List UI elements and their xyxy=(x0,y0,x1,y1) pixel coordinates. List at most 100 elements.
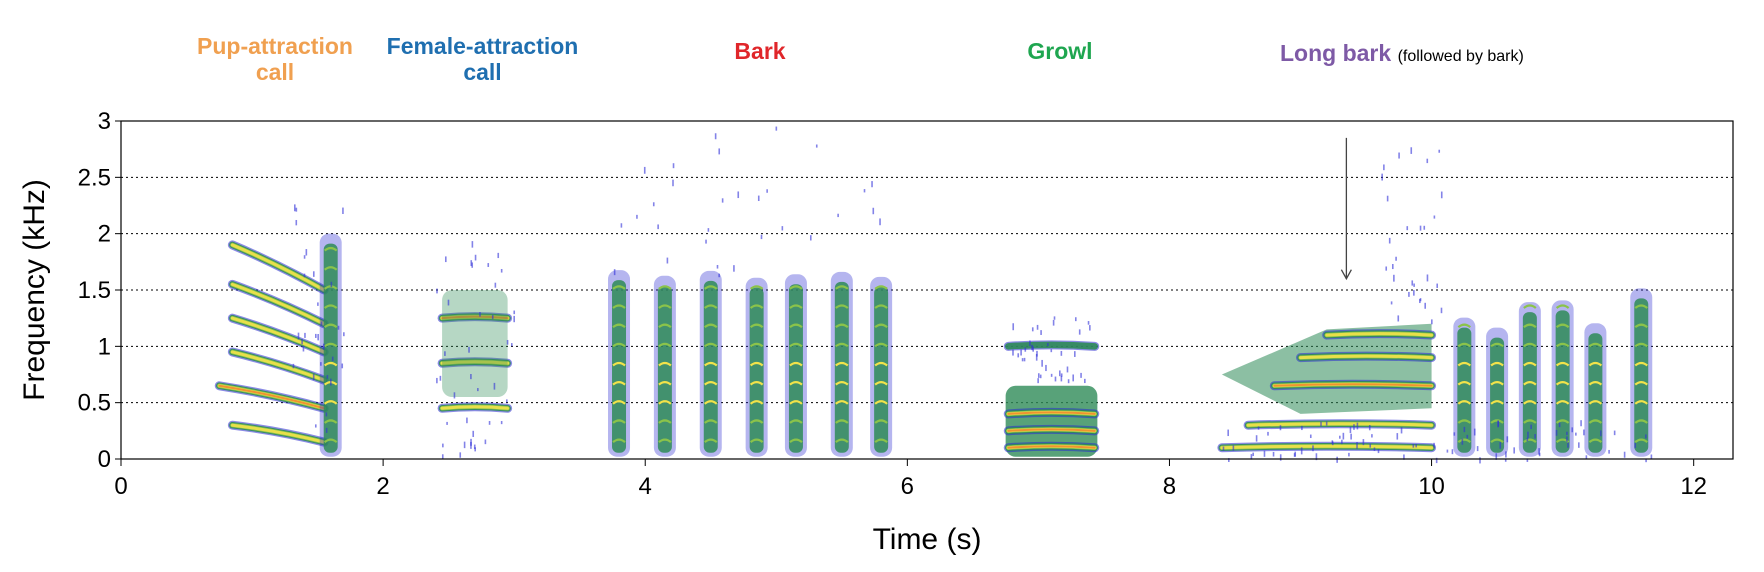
pup-noise-speck xyxy=(342,207,344,214)
long-bark-pulse-ridge xyxy=(1555,361,1570,367)
bark-pulse-ridge xyxy=(749,323,764,329)
bark-pulse-ridge xyxy=(749,381,764,386)
pup-tail-ridge xyxy=(323,400,338,405)
bark-pulse-ridge xyxy=(835,361,849,367)
bark-pulse-core xyxy=(788,284,803,453)
bark-pulse-ridge xyxy=(658,304,672,309)
bark-noise-speck xyxy=(760,234,763,240)
pup-noise-speck xyxy=(315,333,317,338)
female-harmonic-layer xyxy=(441,315,509,320)
long-bark-low-noise-speck xyxy=(1350,433,1352,440)
bark-pulse-ridge xyxy=(704,323,718,329)
bark-pulse-ridge xyxy=(835,285,849,290)
pup-noise-speck xyxy=(331,356,334,361)
long-bark-low-noise-speck xyxy=(1580,420,1582,427)
bark-noise-speck xyxy=(809,235,812,241)
pup-noise-speck xyxy=(317,334,319,341)
long-bark-low-noise-speck xyxy=(1461,438,1464,445)
growl-noise xyxy=(1012,316,1091,384)
long-bark-low-noise-speck xyxy=(1433,442,1435,448)
long-bark-low-noise-speck xyxy=(1255,435,1258,442)
bark-pulse-ridge xyxy=(749,438,764,443)
female-harmonic-layer xyxy=(440,360,510,365)
long-bark-low-noise-speck xyxy=(1435,457,1438,464)
pup-noise-speck xyxy=(317,302,319,306)
long-bark-pulse xyxy=(1584,323,1607,457)
growl-noise-speck xyxy=(1052,319,1055,326)
long-bark-pulse-ridge xyxy=(1555,342,1570,348)
bark-pulse-ridge xyxy=(612,285,626,290)
bark-pulse-ridge xyxy=(789,438,803,443)
bark-pulse-ridge xyxy=(749,342,764,348)
pup-noise-speck xyxy=(301,339,303,345)
bark-pulse-core xyxy=(703,280,718,453)
pup-tail-ridge xyxy=(323,304,338,309)
pup-tail xyxy=(319,233,342,457)
long-bark-pulse-ridge xyxy=(1555,400,1570,405)
female-noise-speck xyxy=(468,346,470,353)
pup-noise-speck xyxy=(320,321,323,326)
bark-pulse-ridge xyxy=(704,361,718,367)
female-noise-speck xyxy=(444,351,446,356)
long-bark-pulse-ridge xyxy=(1457,361,1472,367)
long-bark-low-noise-speck xyxy=(1463,426,1466,433)
bark-pulse-ridge xyxy=(658,361,672,367)
long-bark-high-noise-speck xyxy=(1398,152,1400,159)
pup-noise-speck xyxy=(292,363,295,369)
bark-noise-speck xyxy=(815,144,818,148)
y-tick-label: 0.5 xyxy=(78,390,111,417)
bark-pulse-core xyxy=(874,286,889,453)
growl-noise-speck xyxy=(1041,359,1043,367)
long-bark-pulse-ridge xyxy=(1555,381,1570,386)
bark-pulse-ridge xyxy=(658,323,672,329)
pup-tail-core xyxy=(323,243,338,453)
pup-noise-speck xyxy=(337,325,340,330)
growl-noise-speck xyxy=(1060,350,1063,356)
bark-pulse-ridge xyxy=(704,304,718,309)
long-bark-pulse-ridge xyxy=(1634,419,1648,424)
growl-noise-speck xyxy=(1040,330,1042,335)
long-bark-low-noise-speck xyxy=(1623,451,1626,458)
long-bark-low-noise-speck xyxy=(1294,451,1297,457)
label-growl: Growl xyxy=(1000,38,1120,64)
long-bark-block xyxy=(1221,323,1432,414)
bark-noise-speck xyxy=(757,195,760,202)
long-bark-low-noise-speck xyxy=(1353,424,1355,430)
long-bark-low-noise xyxy=(1222,420,1653,464)
label-long-bark: Long bark (followed by bark) xyxy=(1280,40,1580,70)
long-bark-pulse-ridge xyxy=(1634,438,1648,443)
long-bark-high-noise-speck xyxy=(1386,195,1389,202)
long-bark-low-noise-speck xyxy=(1272,451,1275,457)
long-bark-high-noise-speck xyxy=(1426,158,1429,164)
female-noise-speck xyxy=(446,421,448,425)
label-pup-attraction-line2: call xyxy=(255,59,295,85)
long-bark-pulse-ridge xyxy=(1490,419,1504,424)
long-bark-low-noise-speck xyxy=(1396,433,1399,440)
label-growl-text: Growl xyxy=(1027,38,1093,64)
pup-noise-speck xyxy=(320,362,322,366)
long-bark-high-noise-speck xyxy=(1419,299,1421,304)
bark-pulse-core xyxy=(657,285,672,453)
long-bark-pulse-ridge xyxy=(1634,400,1648,405)
y-axis-title: Frequency (kHz) xyxy=(18,179,51,401)
long-bark-low-noise-speck xyxy=(1412,444,1415,448)
long-bark-low-noise-speck xyxy=(1476,446,1479,452)
female-harmonic xyxy=(437,402,513,413)
bark-pulse-ridge xyxy=(835,400,849,405)
female-noise-speck xyxy=(439,375,442,381)
growl-noise-speck xyxy=(1078,329,1081,335)
long-bark-low-noise-speck xyxy=(1583,429,1585,436)
growl-band xyxy=(1003,424,1100,436)
female-harmonic-layer xyxy=(440,405,510,410)
long-bark-low-noise-speck xyxy=(1575,432,1577,436)
bark-pulse-ridge xyxy=(704,400,718,405)
long-bark-low-noise-speck xyxy=(1232,445,1235,451)
growl-noise-speck xyxy=(1023,357,1026,362)
bark-pulse-ridge xyxy=(612,361,626,367)
growl-noise-speck xyxy=(1059,370,1061,377)
pup-tail-ridge xyxy=(323,419,338,424)
female-noise-speck xyxy=(471,241,474,248)
growl-noise-speck xyxy=(1012,349,1014,356)
long-bark-pulse-ridge xyxy=(1490,400,1504,405)
long-bark-pulse-ridge xyxy=(1634,381,1648,386)
